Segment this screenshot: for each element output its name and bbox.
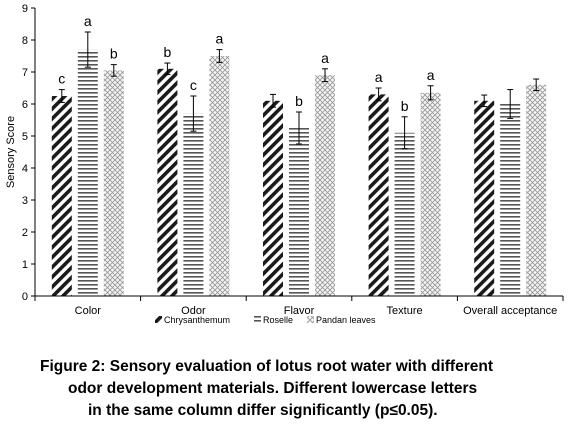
bar <box>183 113 204 296</box>
bar <box>526 84 547 296</box>
y-tick-label: 9 <box>22 3 28 15</box>
bar <box>500 104 521 296</box>
bar <box>420 92 441 296</box>
bar <box>474 100 495 296</box>
bar <box>157 68 178 296</box>
bar <box>77 49 98 296</box>
legend-swatch <box>254 316 261 323</box>
bar <box>394 132 415 296</box>
x-tick-label: Overall acceptance <box>463 305 557 317</box>
significance-letter: b <box>164 44 172 60</box>
sensory-score-chart: Sensory Score 0 1 2 3 4 5 6 7 8 9 c a b b c a b a a b a Col… <box>5 3 564 325</box>
y-tick-label: 4 <box>22 163 28 175</box>
bar <box>209 56 230 296</box>
y-tick-label: 6 <box>22 99 28 111</box>
caption-line-2: odor development materials. Different lo… <box>68 380 478 397</box>
y-tick-label: 3 <box>22 195 28 207</box>
legend-label: Chrysanthemum <box>164 315 230 325</box>
significance-letter: b <box>401 98 409 114</box>
significance-letter: b <box>295 93 303 109</box>
legend-swatch <box>307 316 314 323</box>
y-axis-label: Sensory Score <box>5 116 17 188</box>
significance-letter: c <box>190 77 197 93</box>
y-tick-label: 5 <box>22 131 28 143</box>
legend-label: Pandan leaves <box>316 315 376 325</box>
y-tick-label: 2 <box>22 227 28 239</box>
y-tick-label: 8 <box>22 35 28 47</box>
legend-swatch <box>155 316 162 323</box>
significance-letter: a <box>216 31 224 47</box>
x-tick-label: Texture <box>387 305 423 317</box>
bar <box>263 100 283 296</box>
legend-label: Roselle <box>263 315 293 325</box>
bar <box>315 75 335 296</box>
y-tick-label: 1 <box>22 259 28 271</box>
significance-letter: a <box>427 67 435 83</box>
bar <box>289 128 309 296</box>
bars-group: c a b b c a b a a b a <box>51 13 547 297</box>
x-axis: Color Odor Flavor Texture Overall acceptance <box>34 295 564 317</box>
bar <box>103 70 124 297</box>
x-tick-label: Color <box>75 305 102 317</box>
caption-line-3: in the same column differ significantly … <box>88 402 438 419</box>
significance-letter: a <box>375 69 383 85</box>
bar <box>368 94 389 297</box>
legend: Chrysanthemum Roselle Pandan leaves <box>155 315 376 325</box>
y-tick-label: 0 <box>22 291 28 303</box>
bar <box>51 96 72 296</box>
y-tick-label: 7 <box>22 67 28 79</box>
significance-letter: c <box>58 71 65 87</box>
significance-letter: b <box>110 46 118 62</box>
significance-letter: a <box>84 13 92 29</box>
figure-caption: Figure 2: Sensory evaluation of lotus ro… <box>0 356 573 422</box>
x-tick-label: Odor <box>181 305 206 317</box>
x-tick-label: Flavor <box>284 305 315 317</box>
y-axis: 0 1 2 3 4 5 6 7 8 9 <box>22 3 36 303</box>
significance-letter: a <box>321 50 329 66</box>
caption-line-1: Figure 2: Sensory evaluation of lotus ro… <box>40 358 493 375</box>
